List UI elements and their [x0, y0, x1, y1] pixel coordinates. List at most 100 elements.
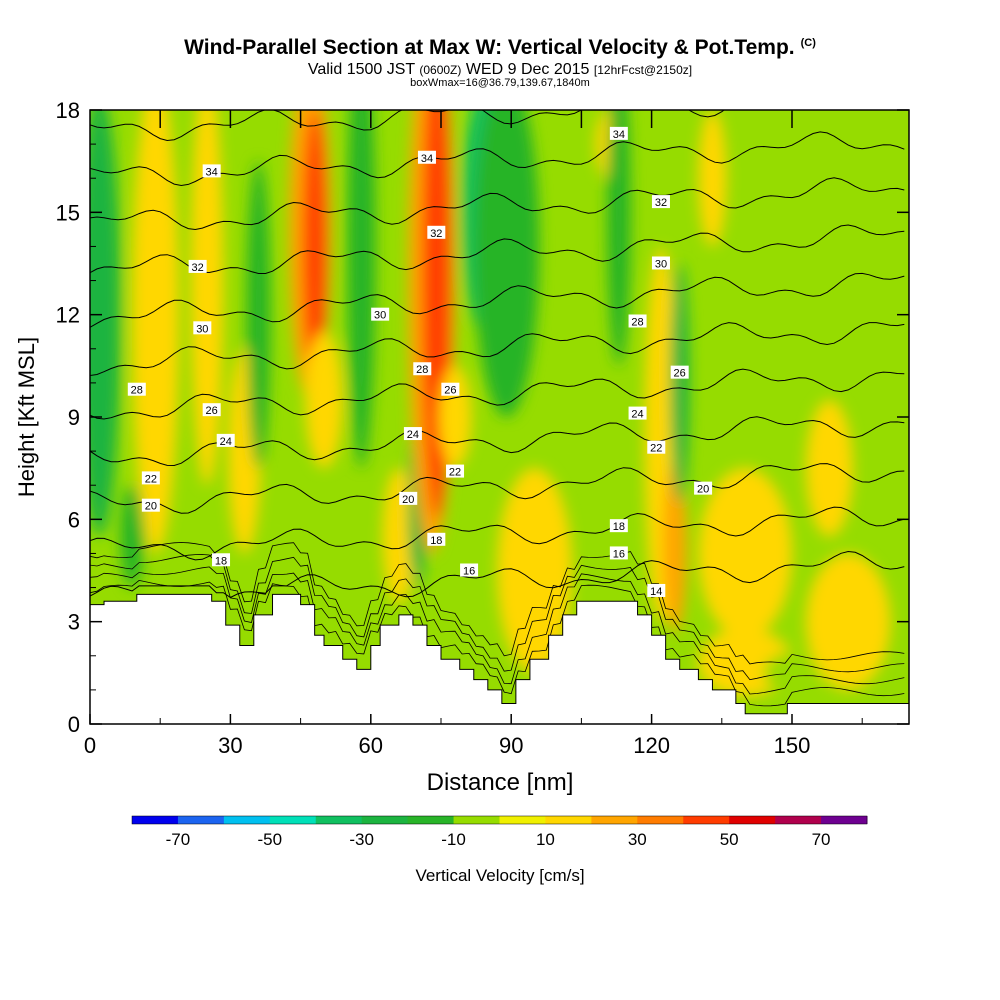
colorbar-swatch — [269, 816, 317, 824]
colorbar-tick-label: 70 — [812, 830, 831, 849]
box-info: boxWmax=16@36.79,139.67,1840m — [410, 77, 590, 89]
contour-label-24: 24 — [403, 427, 422, 441]
svg-text:24: 24 — [631, 409, 643, 421]
contour-label-24: 24 — [628, 406, 647, 421]
colorbar-tick-label: -70 — [166, 830, 191, 849]
x-tick-label: 150 — [774, 733, 811, 758]
colorbar-tick-label: -30 — [349, 830, 374, 849]
contour-label-26: 26 — [202, 403, 221, 417]
theta-contour-22 — [90, 368, 905, 420]
x-tick-label: 90 — [499, 733, 523, 758]
colorbar-swatch — [683, 816, 730, 824]
colorbar-swatch — [545, 816, 592, 824]
svg-text:18: 18 — [430, 535, 442, 547]
contour-label-14: 14 — [647, 583, 666, 598]
colorbar-swatch — [315, 816, 363, 824]
svg-text:34: 34 — [421, 153, 433, 165]
theta-contour-low-1 — [90, 566, 905, 695]
colorbar-tick-label: 50 — [720, 830, 739, 849]
velocity-cell-14 — [438, 365, 472, 469]
axes: 0 30 60 90 120 150 0 3 6 9 12 15 18 — [56, 98, 909, 758]
colorbar-swatch — [499, 816, 546, 824]
theta-contour-16 — [90, 506, 905, 561]
contour-label-34: 34 — [609, 126, 628, 141]
theta-contour-low-0 — [90, 579, 905, 707]
y-tick-label: 12 — [56, 303, 80, 328]
colorbar-swatch — [177, 816, 225, 824]
svg-text:32: 32 — [192, 262, 204, 274]
svg-text:26: 26 — [444, 385, 456, 397]
velocity-cell-5 — [246, 161, 271, 469]
velocity-cell-1 — [120, 485, 144, 588]
svg-text:24: 24 — [407, 429, 419, 441]
contour-label-18: 18 — [427, 532, 446, 547]
colorbar-swatch — [453, 816, 500, 824]
contour-label-32: 32 — [651, 195, 670, 209]
svg-text:22: 22 — [650, 443, 662, 455]
theta-contour-32 — [90, 131, 905, 187]
svg-text:34: 34 — [613, 129, 625, 141]
x-tick-label: 0 — [84, 733, 96, 758]
theta-contour-18 — [90, 463, 905, 514]
y-tick-label: 6 — [68, 507, 80, 532]
contour-label-30: 30 — [371, 307, 390, 322]
contour-label-30: 30 — [193, 321, 212, 335]
copyright-mark: (C) — [800, 37, 816, 49]
contour-label-16: 16 — [609, 546, 628, 560]
contour-label-18: 18 — [609, 519, 628, 533]
terrain — [90, 593, 909, 724]
colorbar-swatch — [132, 816, 179, 824]
contour-label-20: 20 — [694, 481, 713, 496]
velocity-cell-16 — [473, 110, 540, 417]
velocity-cell-3 — [190, 110, 224, 486]
svg-text:28: 28 — [131, 385, 143, 397]
velocity-cell-8 — [305, 331, 343, 469]
velocity-cell-24 — [698, 468, 792, 639]
contour-label-34: 34 — [417, 150, 436, 165]
colorbar-swatch — [223, 816, 271, 824]
contour-labels: 34 34 34 32 32 32 30 30 30 28 28 28 26 26 26 24 24 24 22 22… — [127, 126, 713, 598]
velocity-cell-17 — [497, 468, 573, 673]
colorbar-tick-label: -50 — [258, 830, 283, 849]
colorbar-swatch — [821, 816, 868, 824]
svg-text:20: 20 — [145, 501, 157, 513]
valid-date: WED 9 Dec 2015 — [465, 61, 590, 78]
colorbar-tick-label: 30 — [628, 830, 647, 849]
colorbar: -70 -50 -30 -10 10 30 50 70 — [131, 815, 868, 849]
svg-text:24: 24 — [220, 436, 232, 448]
colorbar-swatch — [591, 816, 638, 824]
contour-label-22: 22 — [446, 464, 465, 479]
y-tick-label: 3 — [68, 610, 80, 635]
valid-utc: (0600Z) — [419, 63, 462, 77]
svg-text:30: 30 — [655, 259, 667, 271]
colorbar-swatch — [729, 816, 776, 824]
x-tick-label: 30 — [218, 733, 242, 758]
contour-label-20: 20 — [399, 491, 418, 506]
contour-label-16: 16 — [460, 563, 479, 578]
contour-label-18: 18 — [212, 553, 231, 567]
svg-text:20: 20 — [402, 494, 414, 506]
svg-text:22: 22 — [449, 467, 461, 479]
svg-text:16: 16 — [463, 566, 475, 578]
x-tick-label: 60 — [359, 733, 383, 758]
svg-text:28: 28 — [631, 316, 643, 328]
contour-label-22: 22 — [647, 440, 666, 455]
svg-text:28: 28 — [416, 364, 428, 376]
contour-label-34: 34 — [202, 164, 221, 178]
y-tick-label: 15 — [56, 200, 80, 225]
contour-label-20: 20 — [141, 498, 160, 513]
contour-label-32: 32 — [427, 225, 446, 240]
colorbar-frame — [131, 815, 868, 825]
svg-text:32: 32 — [655, 197, 667, 209]
velocity-cell-19 — [607, 110, 631, 366]
contour-label-26: 26 — [670, 365, 689, 380]
svg-text:20: 20 — [697, 484, 709, 496]
chart-subtitle: Valid 1500 JST (0600Z) WED 9 Dec 2015 [1… — [0, 61, 1000, 79]
theta-contour-low-2 — [90, 554, 905, 681]
svg-text:16: 16 — [613, 548, 625, 560]
contour-label-28: 28 — [127, 382, 146, 397]
chart-title: Wind-Parallel Section at Max W: Vertical… — [0, 36, 1000, 60]
velocity-cell-26 — [806, 553, 891, 690]
svg-text:22: 22 — [145, 473, 157, 485]
svg-text:34: 34 — [206, 166, 218, 178]
